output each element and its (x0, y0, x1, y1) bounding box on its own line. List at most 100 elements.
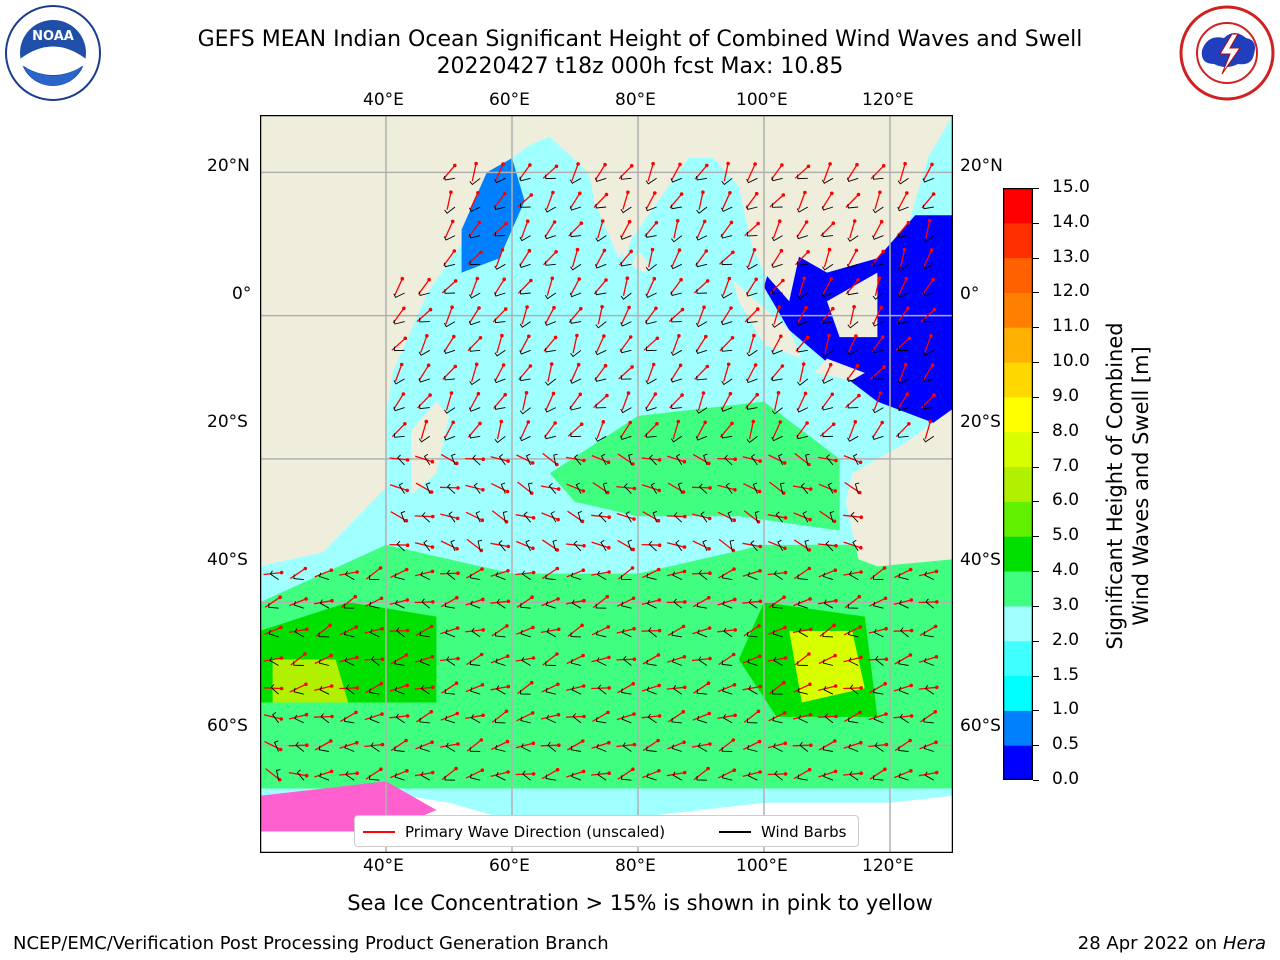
wave-arrow (540, 628, 559, 634)
wind-barb (721, 177, 733, 186)
wind-barb (720, 407, 733, 412)
wave-arrow (767, 657, 786, 662)
wave-arrow (440, 597, 458, 608)
wind-barb (796, 434, 808, 440)
wind-barb (498, 540, 506, 552)
lon-tick-bottom: 120°E (862, 856, 914, 876)
wave-arrow (569, 393, 581, 410)
wave-arrow (313, 600, 333, 605)
wind-barb (625, 511, 632, 523)
wind-barb (268, 629, 279, 638)
wave-arrow (288, 714, 307, 720)
wave-arrow (440, 627, 458, 635)
wind-barb (796, 292, 809, 300)
wind-barb (570, 632, 582, 638)
wave-arrow (717, 511, 735, 521)
wave-arrow (869, 683, 886, 694)
wave-arrow (872, 422, 883, 439)
wind-barb (570, 232, 582, 238)
wind-barb (775, 511, 783, 523)
wave-arrow (445, 306, 453, 325)
wind-barb (824, 713, 834, 724)
wave-arrow (923, 164, 933, 181)
wave-arrow (263, 657, 282, 662)
wave-arrow (543, 422, 556, 438)
wind-barb (873, 715, 884, 724)
wave-arrow (441, 768, 457, 781)
wave-arrow (843, 656, 862, 663)
wind-barb (472, 454, 481, 466)
wind-barb (595, 630, 607, 638)
wind-barb (544, 434, 556, 440)
wind-barb (872, 262, 884, 267)
wave-arrow (616, 713, 635, 721)
wave-arrow (746, 278, 757, 295)
wind-barb (444, 206, 456, 214)
wind-barb (394, 573, 405, 581)
wave-arrow (666, 542, 685, 548)
wind-barb (922, 263, 934, 270)
wind-barb (825, 454, 834, 466)
wind-barb (318, 659, 330, 666)
wind-barb (774, 770, 783, 781)
wave-arrow (414, 771, 433, 777)
wind-barb (923, 317, 934, 323)
sri-lanka-land (631, 251, 651, 273)
wind-barb (544, 292, 557, 300)
wind-barb (923, 744, 934, 752)
wave-arrow (569, 192, 581, 209)
wind-barb (527, 482, 533, 494)
wave-arrow (546, 278, 553, 296)
wave-arrow (565, 600, 585, 605)
wave-arrow (490, 456, 509, 462)
wave-arrow (414, 686, 433, 690)
wave-arrow (844, 596, 860, 609)
wind-barb (546, 714, 556, 724)
wind-barb (645, 292, 657, 299)
wave-arrow (591, 772, 610, 776)
wave-arrow (871, 336, 884, 352)
wave-arrow (666, 455, 685, 463)
wave-arrow (822, 364, 832, 382)
colorbar-tick-label: 3.0 (1052, 594, 1080, 615)
wave-arrow (465, 714, 484, 720)
wave-arrow (748, 421, 754, 440)
wind-barb (393, 292, 405, 299)
wave-arrow (440, 540, 458, 550)
wind-barb (729, 539, 735, 551)
wind-barb (646, 346, 657, 352)
wind-barb (827, 482, 834, 494)
wave-arrow (843, 772, 862, 776)
wave-arrow (617, 567, 633, 580)
wave-arrow (742, 542, 761, 548)
wave-arrow (646, 278, 655, 296)
wind-barb (445, 742, 456, 752)
wave-arrow (339, 571, 358, 576)
wind-barb (345, 684, 355, 695)
wave-arrow (545, 393, 555, 411)
wave-arrow (446, 192, 452, 210)
wind-barb (443, 262, 456, 268)
wave-arrow (742, 771, 761, 778)
colorbar-segment (1003, 257, 1033, 293)
wave-arrow (468, 307, 480, 324)
wind-barb (523, 511, 531, 523)
wave-arrow (817, 600, 837, 605)
wind-barb (419, 744, 430, 752)
wind-barb (672, 771, 683, 781)
wind-barb (721, 773, 733, 781)
wave-arrow (314, 569, 332, 578)
wind-barb (922, 291, 934, 296)
colorbar-segment (1003, 466, 1033, 502)
wave-arrow (494, 364, 505, 382)
wind-barb (421, 512, 431, 523)
wave-arrow (390, 654, 407, 665)
wind-barb (747, 658, 758, 666)
wind-barb (569, 378, 582, 384)
wind-barb (825, 540, 834, 552)
wind-barb (846, 263, 859, 269)
wave-arrow (869, 567, 885, 580)
wave-arrow (541, 567, 558, 580)
wind-barb (652, 510, 658, 523)
wave-arrow (893, 715, 912, 719)
